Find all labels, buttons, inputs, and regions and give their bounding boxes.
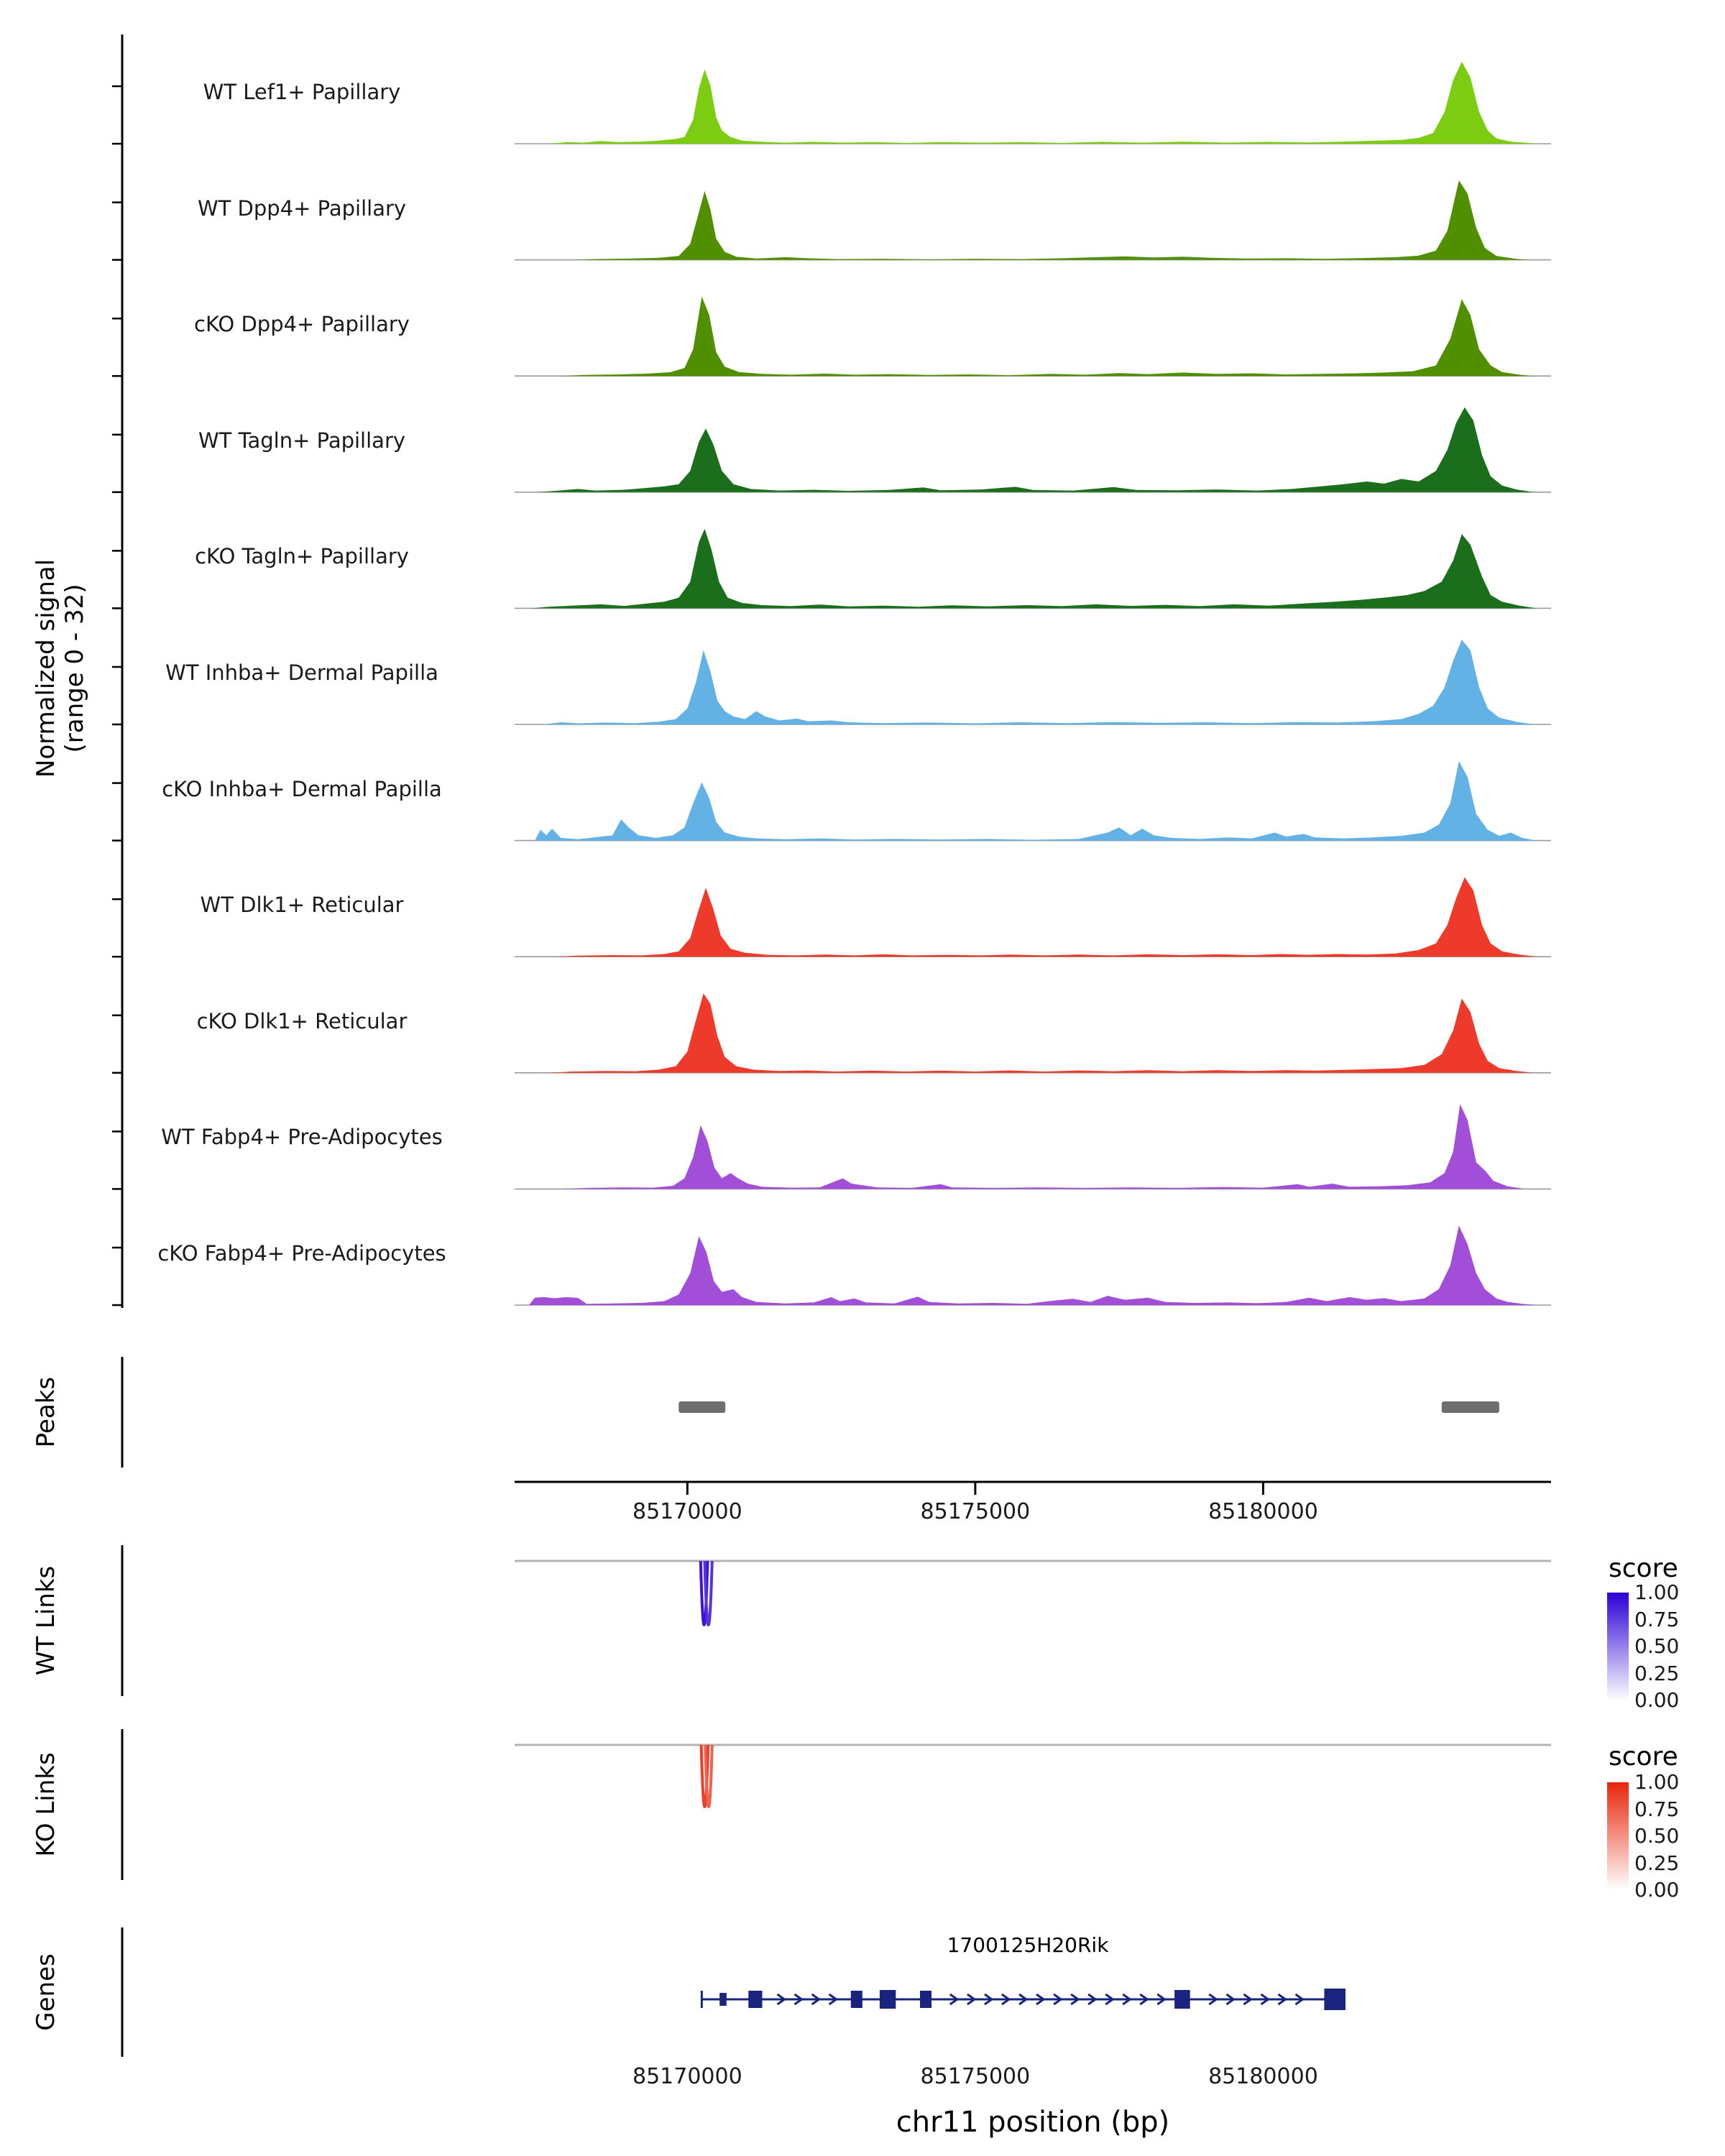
- signal-area-4: [532, 528, 1537, 609]
- gene-strand-arrow: [811, 1993, 822, 2006]
- wt-link-arc-1: [703, 1560, 714, 1626]
- gene-strand-arrow: [794, 1993, 804, 2006]
- gene-strand-arrow: [1070, 1993, 1080, 2006]
- signal-area-3: [538, 407, 1534, 492]
- signal-area-5: [543, 640, 1534, 724]
- gene-strand-arrow: [1053, 1993, 1063, 2006]
- gene-exon-2: [850, 1991, 862, 2008]
- gene-strand-arrow: [1018, 1993, 1029, 2006]
- gene-exon-6: [1324, 1989, 1346, 2010]
- gene-exon-1: [748, 1991, 763, 2008]
- gene-strand-arrow: [1001, 1993, 1011, 2006]
- gene-strand-arrow: [967, 1993, 977, 2006]
- gene-exon-0: [719, 1993, 727, 2006]
- signal-area-6: [535, 761, 1537, 841]
- gene-strand-arrow: [1243, 1993, 1254, 2006]
- gene-strand-arrow: [1087, 1993, 1098, 2006]
- gene-strand-arrow: [1105, 1993, 1115, 2006]
- signal-area-1: [572, 180, 1528, 260]
- peak-region-0: [678, 1401, 726, 1413]
- gene-strand-arrow: [1277, 1993, 1288, 2006]
- gene-strand-arrow: [1156, 1993, 1167, 2006]
- signal-area-2: [561, 296, 1534, 377]
- signal-area-0: [549, 61, 1540, 144]
- gene-strand-arrow: [1225, 1993, 1236, 2006]
- signal-area-7: [555, 877, 1537, 957]
- gene-strand-arrow: [776, 1993, 787, 2006]
- gene-exon-5: [1174, 1990, 1190, 2009]
- gene-exon-3: [879, 1990, 896, 2009]
- gene-strand-arrow: [1294, 1993, 1305, 2006]
- signal-area-8: [549, 993, 1534, 1073]
- gene-strand-arrow: [984, 1993, 994, 2006]
- gene-exon-4: [920, 1991, 932, 2008]
- gene-strand-arrow: [1208, 1993, 1218, 2006]
- gene-strand-arrow: [1139, 1993, 1149, 2006]
- signal-area-10: [529, 1225, 1537, 1305]
- gene-strand-arrow: [1122, 1993, 1132, 2006]
- gene-strand-arrow: [828, 1993, 839, 2006]
- gene-strand-arrow: [1036, 1993, 1046, 2006]
- gene-strand-arrow: [949, 1993, 960, 2006]
- gene-strand-arrow: [1260, 1993, 1271, 2006]
- signal-area-9: [561, 1104, 1525, 1189]
- peak-region-1: [1441, 1401, 1499, 1413]
- ko-link-arc-1: [704, 1744, 714, 1808]
